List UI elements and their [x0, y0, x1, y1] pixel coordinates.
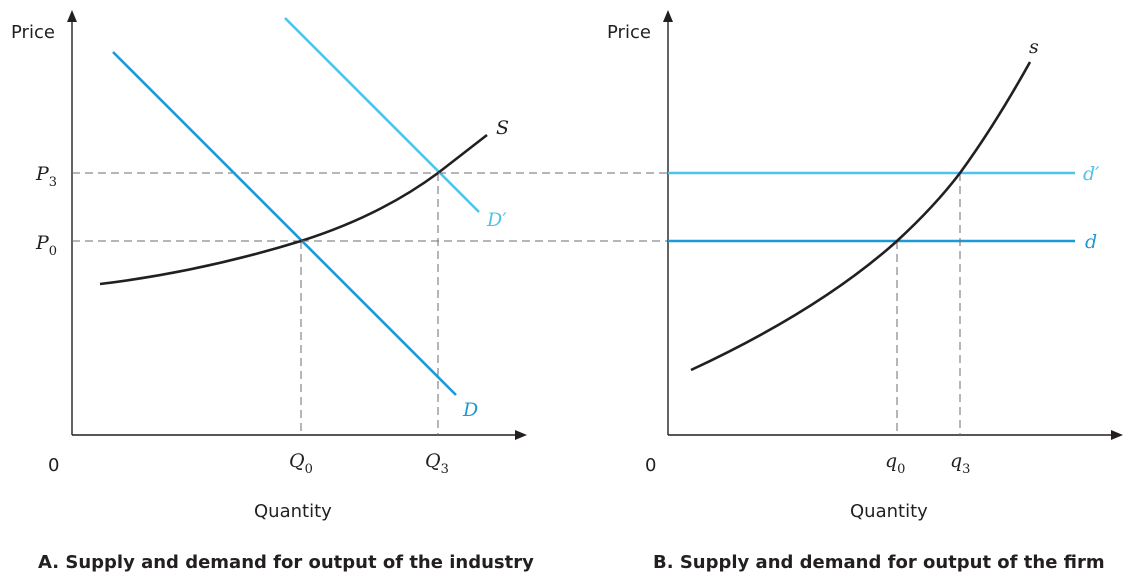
panel-a-p3-label: P3	[35, 163, 57, 190]
panel-a-supply-curve	[99, 133, 488, 286]
panel-a-origin-label: 0	[48, 455, 59, 476]
panel-a-p0-label: P0	[35, 232, 57, 259]
panel-a-demand-shifted-label: D′	[486, 209, 507, 231]
panel-b-supply-label: s	[1029, 36, 1039, 58]
panel-a-x-axis-arrow	[515, 430, 527, 440]
panel-b-supply-curve	[690, 61, 1032, 372]
panel-b-q0-label: q0	[885, 450, 905, 477]
panel-a-demand-shifted-line	[284, 17, 480, 213]
panel-b-quantity-label: Quantity	[850, 501, 928, 522]
panel-a-y-axis-arrow	[67, 10, 77, 22]
panel-b-demand-label: d	[1085, 231, 1097, 253]
panel-b-price-label: Price	[607, 22, 651, 43]
panel-a-demand-line	[112, 51, 457, 396]
panel-b-origin-label: 0	[645, 455, 656, 476]
panel-a-price-label: Price	[11, 22, 55, 43]
panel-a-quantity-label: Quantity	[254, 501, 332, 522]
panel-b-x-axis-arrow	[1111, 430, 1123, 440]
panel-b-caption: B. Supply and demand for output of the f…	[653, 552, 1105, 573]
panel-b-demand-shifted-label: d′	[1083, 163, 1100, 185]
panel-a-demand-label: D	[462, 399, 478, 421]
panel-a-q3-label: Q3	[425, 450, 449, 477]
panel-b: Price 0 Quantity q0 q3 s d′ d B. Supply …	[607, 10, 1123, 573]
panel-a-supply-label: S	[496, 117, 509, 139]
panel-b-q3-label: q3	[950, 450, 970, 477]
panel-b-y-axis-arrow	[663, 10, 673, 22]
panel-a-caption: A. Supply and demand for output of the i…	[38, 552, 534, 573]
panel-a: Price 0 Quantity P3 P0 Q0 Q3 S D D′ A. S…	[11, 10, 534, 573]
panel-a-q0-label: Q0	[289, 450, 313, 477]
